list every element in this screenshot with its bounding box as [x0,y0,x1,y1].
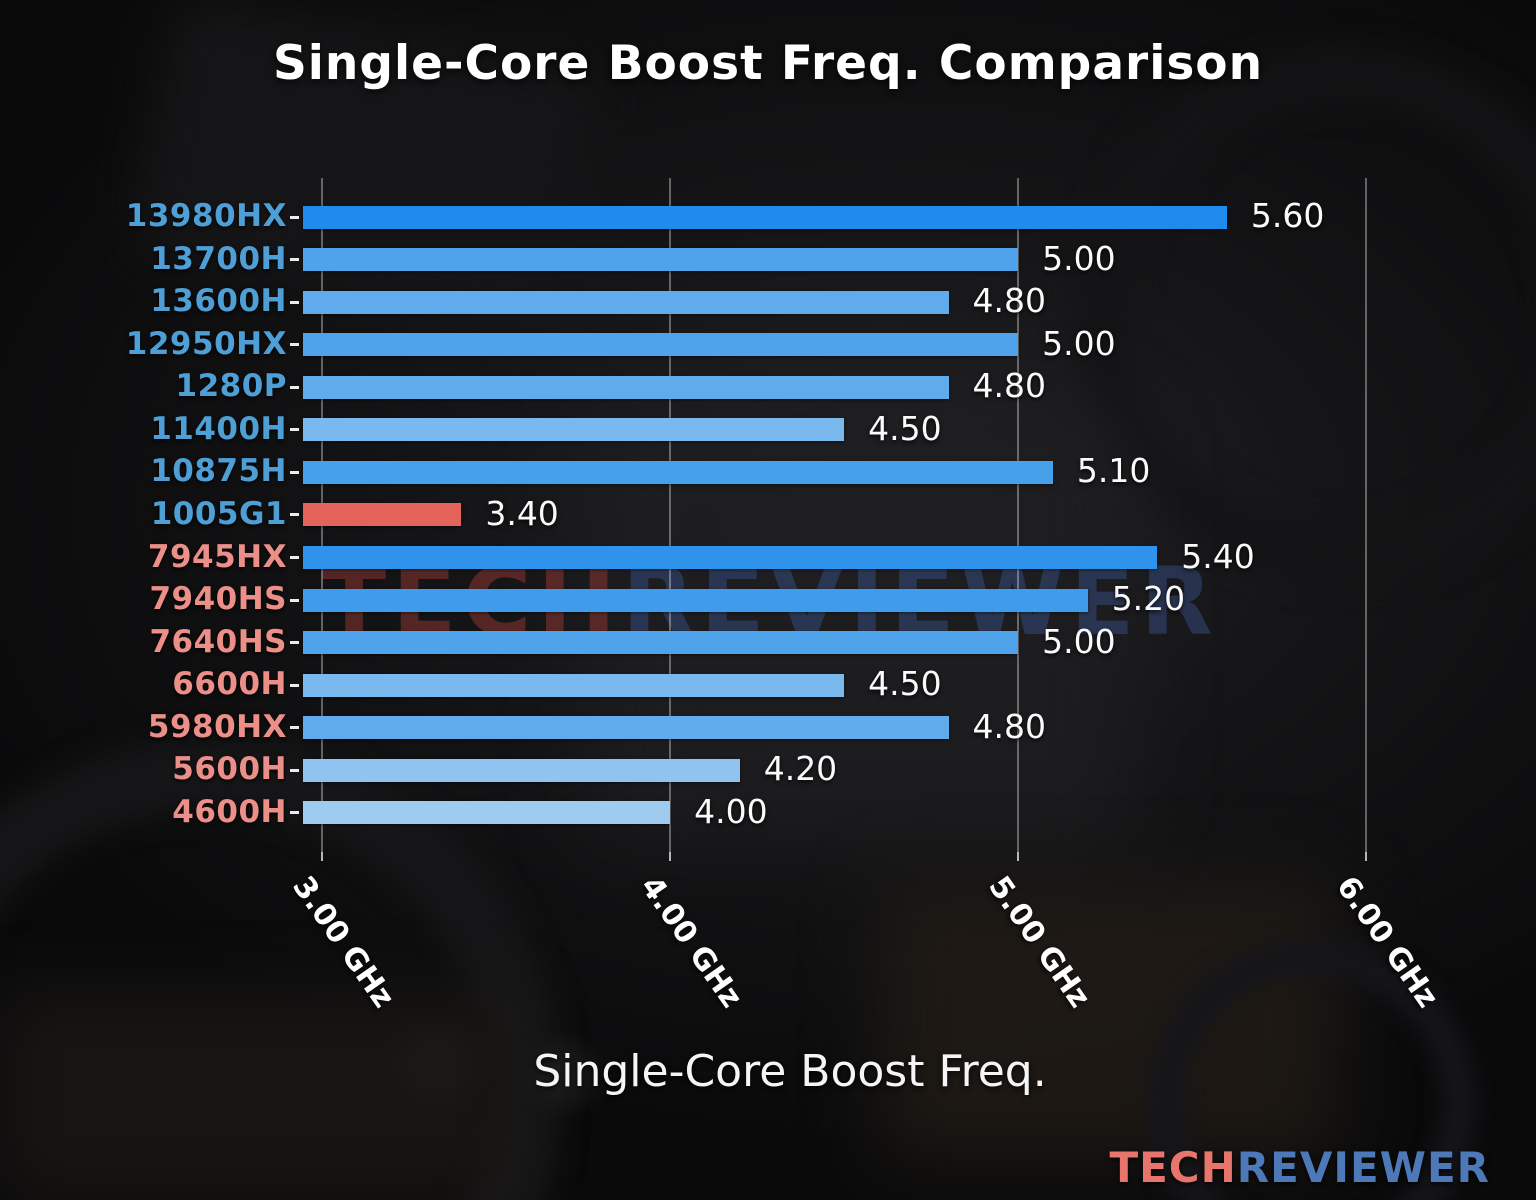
y-axis-tick [290,683,299,687]
x-axis-tick [1365,852,1368,861]
bar [303,758,740,782]
bar [303,801,671,825]
bar [303,546,1158,570]
y-axis-tick [290,598,299,602]
bar [303,673,845,697]
category-label: 7940HS [149,581,287,618]
category-label: 13700H [150,240,287,277]
background-shape [0,990,520,1200]
gridline [1365,178,1368,852]
bar-row: 1280P 4.80 [176,366,1467,409]
y-axis-tick [290,215,299,219]
category-label: 13600H [150,283,287,320]
chart-title: Single-Core Boost Freq. Comparison [272,36,1264,91]
y-axis-tick [290,513,299,517]
bar-row: 13700H 5.00 [150,238,1467,282]
bar [303,248,1019,272]
value-label: 4.00 [694,791,768,831]
brand-logo: TECHREVIEWER [1109,1143,1490,1192]
bar-row: 11400H 4.50 [150,408,1467,452]
value-label: 5.10 [1076,451,1151,491]
bar [303,290,949,314]
value-label: 4.80 [972,366,1046,406]
value-label: 5.00 [1042,621,1116,661]
bar [303,375,949,399]
bar-row: 10875H 5.10 [150,451,1467,494]
category-label: 7945HX [147,538,287,575]
bar [303,333,1019,357]
y-axis-tick [290,641,299,645]
gridline [1017,178,1020,852]
value-label: 5.00 [1042,238,1116,278]
bar-row: 7940HS 5.20 [149,579,1467,622]
x-axis-tick [321,852,324,861]
logo-tech: TECH [1109,1143,1237,1192]
x-axis-tick [669,852,672,861]
value-label: 4.80 [972,281,1046,321]
y-axis-tick [290,428,299,432]
value-label: 4.50 [868,664,942,704]
plot-area: 13980HX 5.60 13700H 5.00 13600H 4.80 12950HX 5.… [126,178,1467,1014]
category-label: 12950HX [125,325,287,362]
bar-row: 5600H 4.20 [172,749,1467,792]
x-axis-tick [1017,852,1020,861]
category-label: 6600H [172,666,287,703]
value-label: 4.50 [868,408,942,448]
bar-row: 13980HX 5.60 [126,196,1467,239]
value-label: 3.40 [485,493,559,533]
bar-row: 13600H 4.80 [150,281,1467,324]
y-axis-tick [290,300,299,304]
bar-row: 7945HX 5.40 [148,536,1467,579]
y-axis-tick [290,470,299,474]
value-label: 4.80 [972,706,1046,746]
category-label: 4600H [172,793,287,830]
y-axis-tick [290,556,299,560]
category-label: 5980HX [147,708,287,745]
category-label: 10875H [150,453,287,490]
bar [303,631,1019,655]
x-axis-label: Single-Core Boost Freq. [533,1046,1047,1097]
bar-row: 12950HX 5.00 [126,323,1467,367]
value-label: 4.20 [763,749,838,789]
background-shape [520,1030,610,1120]
bar [303,503,462,527]
value-label: 5.00 [1042,323,1116,363]
logo-reviewer: REVIEWER [1236,1143,1490,1192]
bar [303,588,1088,612]
category-label: 5600H [172,751,287,788]
bar-row: 4600H 4.00 [172,791,1467,834]
bar [303,418,845,442]
category-label: 13980HX [125,198,287,235]
category-label: 11400H [150,410,287,447]
y-axis-tick [290,258,299,262]
value-label: 5.20 [1111,579,1186,619]
gridline [669,178,672,852]
category-label: 1005G1 [150,495,287,532]
y-axis-tick [290,385,299,389]
y-axis-tick [290,726,299,730]
bar [303,205,1227,229]
value-label: 5.60 [1250,196,1325,236]
bar-row: 1005G1 3.40 [151,493,1467,537]
bar-row: 5980HX 4.80 [148,706,1467,749]
bar-row: 6600H 4.50 [172,664,1467,707]
y-axis-tick [290,768,299,772]
y-axis-tick [290,343,299,347]
value-label: 5.40 [1181,536,1255,576]
bar [303,460,1053,484]
category-label: 1280P [175,368,287,405]
category-label: 7640HS [149,623,287,660]
bar [303,716,949,740]
y-axis-tick [290,811,299,815]
bar-row: 7640HS 5.00 [149,621,1467,664]
